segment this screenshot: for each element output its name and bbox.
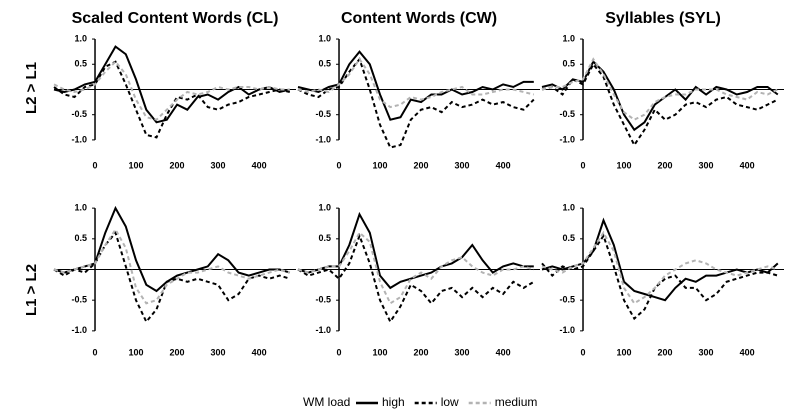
- y-tick-label: -1.0: [560, 325, 576, 335]
- panel-title: Syllables (SYL): [605, 10, 721, 27]
- y-tick-label: -1.0: [72, 134, 88, 144]
- y-tick-label: -0.5: [72, 295, 88, 305]
- x-tick-label: 0: [93, 347, 98, 357]
- x-tick-label: 200: [170, 160, 185, 170]
- y-tick-label: 0.5: [563, 233, 576, 243]
- y-tick-label: 1.0: [563, 203, 576, 213]
- y-tick-label: -0.5: [72, 109, 88, 119]
- series-line: [297, 211, 534, 290]
- series-line: [541, 60, 779, 132]
- y-tick-label: 0.5: [75, 233, 88, 243]
- x-tick-label: 0: [93, 160, 98, 170]
- y-tick-label: -1.0: [316, 325, 332, 335]
- y-tick-label: 0.5: [319, 233, 332, 243]
- x-tick-label: 400: [252, 160, 267, 170]
- y-tick-label: -1.0: [560, 134, 576, 144]
- series-line: [53, 60, 290, 121]
- x-tick-label: 200: [414, 347, 429, 357]
- x-tick-label: 200: [658, 160, 673, 170]
- x-tick-label: 200: [658, 347, 673, 357]
- x-tick-label: 0: [581, 347, 586, 357]
- x-tick-label: 400: [496, 347, 511, 357]
- x-tick-label: 100: [373, 347, 388, 357]
- x-tick-label: 100: [129, 160, 144, 170]
- y-tick-label: 1.0: [319, 33, 332, 43]
- series-line: [541, 57, 779, 121]
- series-line: [541, 233, 779, 321]
- x-tick-label: 400: [496, 160, 511, 170]
- y-tick-label: -1.0: [72, 325, 88, 335]
- legend-label: high: [382, 395, 405, 409]
- series-line: [53, 60, 291, 139]
- series-line: [541, 62, 779, 147]
- x-tick-label: 0: [337, 347, 342, 357]
- x-tick-label: 300: [211, 347, 226, 357]
- y-tick-label: 0.5: [563, 59, 576, 69]
- y-tick-label: -0.5: [316, 109, 332, 119]
- y-tick-label: 1.0: [563, 33, 576, 43]
- series-line: [297, 57, 535, 149]
- row-label: L1 > L2: [23, 264, 40, 316]
- series-line: [53, 45, 291, 124]
- x-tick-label: 300: [211, 160, 226, 170]
- y-tick-label: 0.5: [319, 59, 332, 69]
- x-tick-label: 400: [740, 160, 755, 170]
- legend-label: low: [441, 395, 459, 409]
- x-tick-label: 100: [617, 347, 632, 357]
- legend-label: medium: [495, 395, 538, 409]
- series-line: [53, 227, 291, 305]
- panel-title: Content Words (CW): [341, 10, 497, 27]
- series-line: [297, 57, 535, 109]
- series-line: [53, 205, 291, 293]
- x-tick-label: 100: [617, 160, 632, 170]
- x-tick-label: 400: [740, 347, 755, 357]
- x-tick-label: 0: [581, 160, 586, 170]
- y-tick-label: -0.5: [560, 295, 576, 305]
- row-label: L2 > L1: [23, 62, 40, 114]
- series-line: [297, 232, 535, 324]
- x-tick-label: 100: [373, 160, 388, 170]
- series-line: [541, 230, 779, 305]
- x-tick-label: 300: [455, 160, 470, 170]
- x-tick-label: 200: [170, 347, 185, 357]
- y-tick-label: 1.0: [319, 203, 332, 213]
- y-tick-label: -0.5: [560, 109, 576, 119]
- x-tick-label: 400: [252, 347, 267, 357]
- series-line: [297, 50, 534, 121]
- panel-title: Scaled Content Words (CL): [72, 10, 279, 27]
- y-tick-label: -1.0: [316, 134, 332, 144]
- x-tick-label: 0: [337, 160, 342, 170]
- y-tick-label: 1.0: [75, 203, 88, 213]
- y-tick-label: -0.5: [316, 295, 332, 305]
- series-line: [297, 231, 535, 305]
- x-tick-label: 300: [699, 160, 714, 170]
- y-tick-label: 1.0: [75, 33, 88, 43]
- legend-title: WM load: [303, 395, 350, 409]
- x-tick-label: 300: [455, 347, 470, 357]
- x-tick-label: 300: [699, 347, 714, 357]
- y-tick-label: 0.5: [75, 59, 88, 69]
- x-tick-label: 100: [129, 347, 144, 357]
- series-line: [541, 217, 779, 302]
- x-tick-label: 200: [414, 160, 429, 170]
